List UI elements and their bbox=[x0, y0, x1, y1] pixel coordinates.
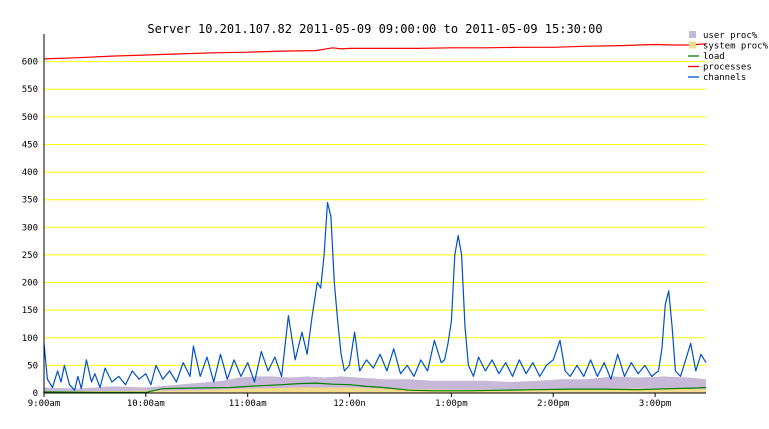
x-tick-label: 2:00pm bbox=[537, 399, 570, 409]
series-area-user-proc- bbox=[44, 376, 706, 393]
y-tick-label: 50 bbox=[27, 361, 38, 371]
y-tick-label: 200 bbox=[22, 279, 38, 289]
series-line-load bbox=[43, 382, 707, 393]
area-series bbox=[44, 376, 706, 393]
y-tick-label: 250 bbox=[22, 251, 38, 261]
x-tick-labels: 9:00am 10:00am 11:00am 12:00n 1:00pm 2:00pm 3:… bbox=[28, 393, 672, 409]
grid-lines bbox=[44, 61, 706, 366]
chart-title: Server 10.201.107.82 2011-05-09 09:00:00… bbox=[147, 22, 602, 36]
y-tick-label: 550 bbox=[22, 85, 38, 95]
y-tick-labels: 0 50 100 150 200 250 300 350 400 450 500 550 600 bbox=[22, 58, 38, 399]
legend-label: load bbox=[703, 52, 725, 62]
y-tick-label: 0 bbox=[33, 389, 38, 399]
line-series bbox=[43, 43, 707, 393]
legend: user proc%system proc%loadprocesseschann… bbox=[688, 31, 769, 83]
x-tick-label: 3:00pm bbox=[639, 399, 672, 409]
legend-swatch bbox=[689, 41, 696, 49]
y-tick-label: 400 bbox=[22, 168, 38, 178]
x-tick-label: 12:00n bbox=[333, 399, 366, 409]
y-tick-label: 150 bbox=[22, 306, 38, 316]
series-area-system-proc- bbox=[44, 387, 706, 393]
series-line-channels bbox=[43, 201, 707, 391]
y-tick-label: 500 bbox=[22, 113, 38, 123]
x-tick-label: 11:00am bbox=[229, 399, 267, 409]
axes bbox=[43, 34, 706, 394]
x-tick-label: 9:00am bbox=[28, 399, 61, 409]
y-tick-label: 600 bbox=[22, 58, 38, 68]
series-line-processes bbox=[43, 43, 707, 60]
legend-label: user proc% bbox=[703, 31, 758, 41]
legend-label: processes bbox=[703, 63, 752, 73]
y-tick-label: 100 bbox=[22, 334, 38, 344]
y-tick-label: 300 bbox=[22, 223, 38, 233]
legend-label: system proc% bbox=[703, 42, 769, 52]
legend-label: channels bbox=[703, 73, 746, 83]
x-tick-label: 1:00pm bbox=[435, 399, 468, 409]
legend-swatch bbox=[689, 31, 696, 38]
y-tick-label: 450 bbox=[22, 140, 38, 150]
y-tick-label: 350 bbox=[22, 196, 38, 206]
x-tick-label: 10:00am bbox=[127, 399, 165, 409]
